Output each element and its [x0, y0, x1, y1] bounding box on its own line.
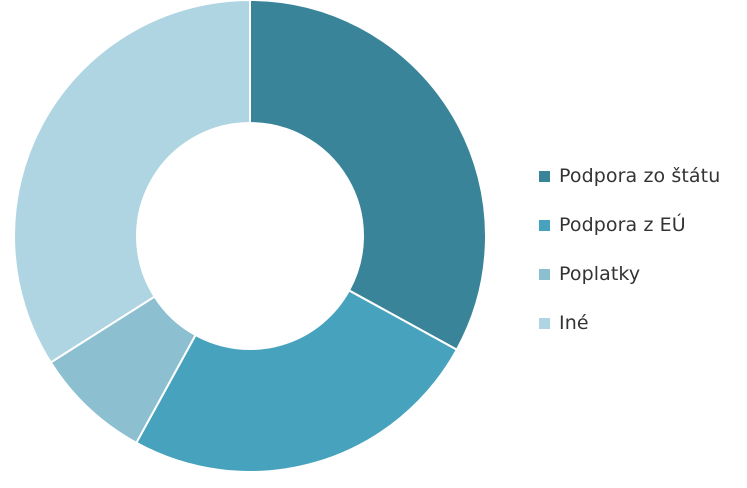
legend-label-ine: Iné — [559, 312, 589, 334]
chart-legend: Podpora zo štátu Podpora z EÚ Poplatky I… — [539, 165, 720, 361]
legend-item-podpora-zo-statu: Podpora zo štátu — [539, 165, 720, 187]
donut-slice-podpora-z-eu — [134, 289, 459, 473]
legend-swatch-ine — [539, 317, 550, 329]
legend-label-podpora-zo-statu: Podpora zo štátu — [559, 165, 721, 187]
legend-swatch-poplatky — [539, 268, 550, 280]
donut-slice-ine — [13, 0, 251, 364]
legend-item-ine: Iné — [539, 312, 720, 334]
legend-label-podpora-z-eu: Podpora z EÚ — [559, 214, 686, 236]
legend-item-podpora-z-eu: Podpora z EÚ — [539, 214, 720, 236]
donut-slice-podpora-zo-statu — [249, 0, 487, 352]
legend-label-poplatky: Poplatky — [559, 263, 641, 285]
legend-swatch-podpora-zo-statu — [539, 170, 550, 182]
legend-swatch-podpora-z-eu — [539, 219, 550, 231]
legend-item-poplatky: Poplatky — [539, 263, 720, 285]
